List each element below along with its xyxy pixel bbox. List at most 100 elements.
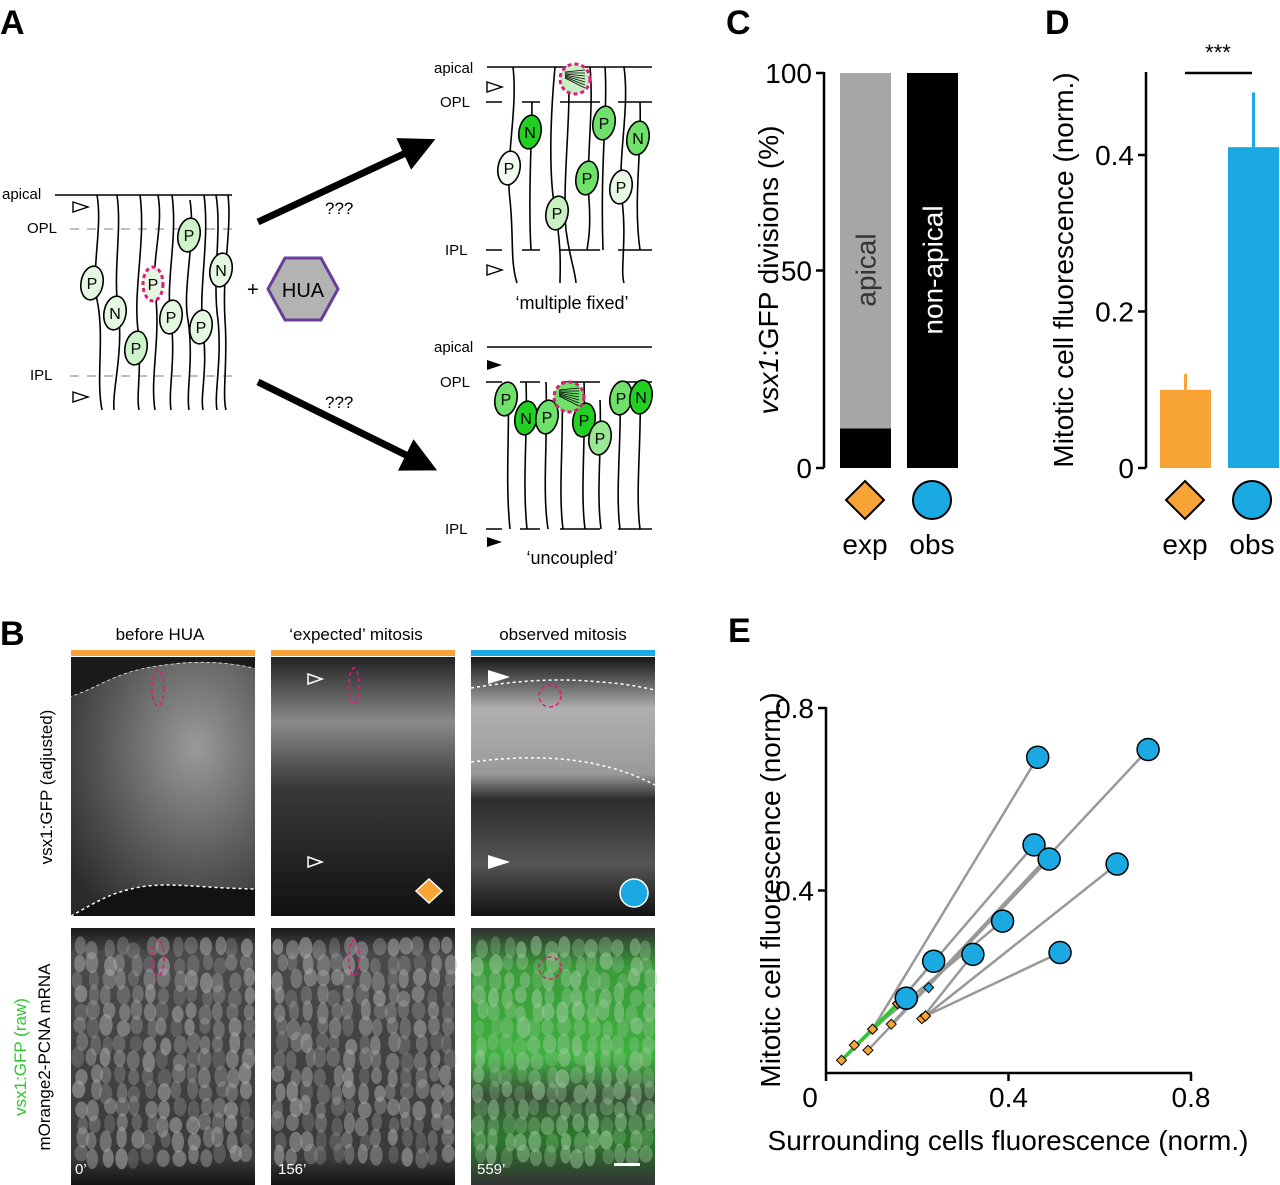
nucleus [147,1018,158,1039]
nucleus [185,969,198,991]
nucleus [114,1064,126,1084]
nucleus [558,1048,571,1068]
category-label: exp [842,529,887,560]
nucleus [316,954,331,977]
category-label: obs [1229,529,1274,560]
nucleus [614,1112,627,1132]
nucleus [212,1036,224,1053]
nucleus [127,970,140,987]
nucleus [586,1003,599,1023]
nucleus [413,1019,427,1038]
bar-non-apical-obs [907,73,958,468]
nucleus [188,1144,199,1165]
open-arrowhead-icon [307,855,325,869]
micrograph-observed-mitosis-gfp [471,657,655,916]
nucleus [298,936,313,959]
nucleus [600,1116,614,1136]
label-ipl: IPL [445,521,468,538]
row-label-gfp-raw: vsx1:GFP (raw) [11,998,30,1116]
nucleus [413,954,427,972]
nucleus [642,1099,656,1121]
nucleus [504,1097,515,1117]
nucleus [570,970,582,990]
cell-type-label: P [595,431,606,448]
nucleus [155,1017,167,1036]
nucleus [473,1130,486,1152]
nucleus [215,936,227,956]
nucleus [185,1002,197,1019]
nucleus [227,989,242,1008]
nucleus [172,1054,187,1072]
panel-e: E 0 0.4 0.8 0.4 0.8 Mitotic cell fluorescenc… [728,612,1248,1156]
nucleus [571,1035,583,1057]
nucleus [213,1142,226,1164]
nucleus [156,967,171,988]
nucleus [441,1101,452,1119]
nucleus [128,1095,140,1116]
nucleus [116,1113,128,1132]
nucleus [274,1004,286,1023]
nucleus [200,972,213,994]
nucleus [598,971,611,992]
nucleus [602,1020,613,1039]
nucleus [358,1016,373,1037]
cell-type-label: P [599,116,610,133]
nucleus [115,1097,130,1117]
nucleus [519,972,531,989]
nucleus [224,937,238,958]
nucleus [599,952,613,970]
nucleus [211,1126,224,1148]
nucleus [588,1018,601,1040]
nucleus [171,1005,184,1023]
nucleus [131,1113,142,1131]
nucleus [316,1017,329,1034]
nucleus [490,936,501,956]
bar-exp [1160,389,1211,468]
cell-type-label: P [148,277,159,294]
nucleus [99,1047,111,1067]
nucleus [212,984,226,1004]
nucleus [130,999,143,1021]
nucleus [599,1098,614,1116]
nucleus [388,1145,399,1164]
pair-line [924,951,1061,1018]
nucleus [628,1068,642,1089]
nucleus [441,1129,455,1147]
nucleus [342,984,354,1002]
nucleus [173,1097,187,1117]
nucleus [400,1082,414,1100]
spindle-fiber [558,395,580,407]
nucleus [85,1131,97,1150]
nucleus [71,1046,85,1068]
spindle-fiber [558,392,580,398]
nucleus [560,1101,571,1120]
column-header: observed mitosis [499,625,627,644]
nucleus [614,1143,626,1164]
nucleus [427,1148,438,1166]
arrow-to-uncoupled [256,378,438,471]
nucleus [613,1048,626,1070]
nucleus [544,988,555,1006]
nucleus [371,1049,382,1070]
nucleus [516,1064,528,1083]
nucleus [186,1049,200,1068]
nucleus [602,1148,615,1165]
cell-type-label: P [87,276,98,293]
spindle-fiber [564,77,586,89]
nucleus [516,941,527,959]
nucleus [342,1014,354,1037]
nucleus [514,1085,526,1102]
label-apical: apical [434,60,473,77]
nucleus [317,1002,329,1024]
mitotic-cell-outline [538,956,562,980]
nucleus [173,985,186,1007]
panel-label-a: A [0,4,25,42]
nucleus [326,989,341,1007]
nucleus [547,1066,559,1089]
nucleus [72,1080,86,1099]
nucleus [112,1034,126,1053]
cell-type-label: N [635,390,647,407]
nucleus [117,1082,128,1104]
nucleus [542,969,555,991]
spindle-fiber [564,73,586,77]
